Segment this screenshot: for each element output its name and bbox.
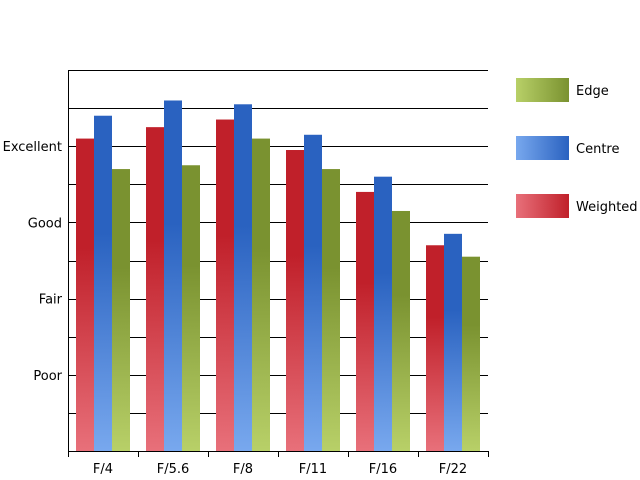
bar-weighted-5 [426, 245, 444, 451]
legend-label-centre: Centre [576, 142, 619, 157]
legend: Edge Centre Weighted [516, 78, 638, 218]
x-tick-label-0: F/4 [93, 462, 113, 477]
bar-centre-1 [164, 100, 182, 451]
x-tick-label-2: F/8 [233, 462, 253, 477]
y-tick-label-fair: Fair [39, 293, 63, 308]
y-tick-labels: Poor Fair Good Excellent [3, 140, 63, 384]
bar-edge-5 [462, 256, 480, 451]
bar-edge-2 [252, 138, 270, 451]
x-tick-label-5: F/22 [439, 462, 467, 477]
bar-weighted-0 [76, 138, 94, 451]
x-tick-label-1: F/5.6 [157, 462, 190, 477]
x-tick-label-4: F/16 [369, 462, 397, 477]
x-tick-labels: F/4 F/5.6 F/8 F/11 F/16 F/22 [93, 462, 467, 477]
bar-edge-0 [112, 169, 130, 451]
bar-weighted-3 [286, 150, 304, 451]
x-tick-label-3: F/11 [299, 462, 327, 477]
bar-centre-2 [234, 104, 252, 451]
legend-swatch-edge [516, 78, 569, 102]
legend-label-weighted: Weighted [576, 200, 638, 215]
bar-centre-3 [304, 134, 322, 451]
legend-label-edge: Edge [576, 84, 609, 99]
bar-weighted-4 [356, 191, 374, 452]
bar-edge-3 [322, 169, 340, 451]
bar-centre-0 [94, 115, 112, 451]
axes [68, 70, 489, 457]
bar-centre-5 [444, 233, 462, 451]
bar-centre-4 [374, 176, 392, 451]
bar-weighted-2 [216, 119, 234, 451]
y-tick-label-good: Good [28, 216, 62, 231]
legend-swatch-weighted [516, 194, 569, 218]
y-tick-label-excellent: Excellent [3, 140, 62, 155]
grid-lines [68, 70, 488, 414]
bar-edge-4 [392, 210, 410, 451]
bar-weighted-1 [146, 127, 164, 452]
y-tick-label-poor: Poor [33, 369, 62, 384]
legend-swatch-centre [516, 136, 569, 160]
bar-edge-1 [182, 165, 200, 451]
bars [76, 100, 480, 452]
